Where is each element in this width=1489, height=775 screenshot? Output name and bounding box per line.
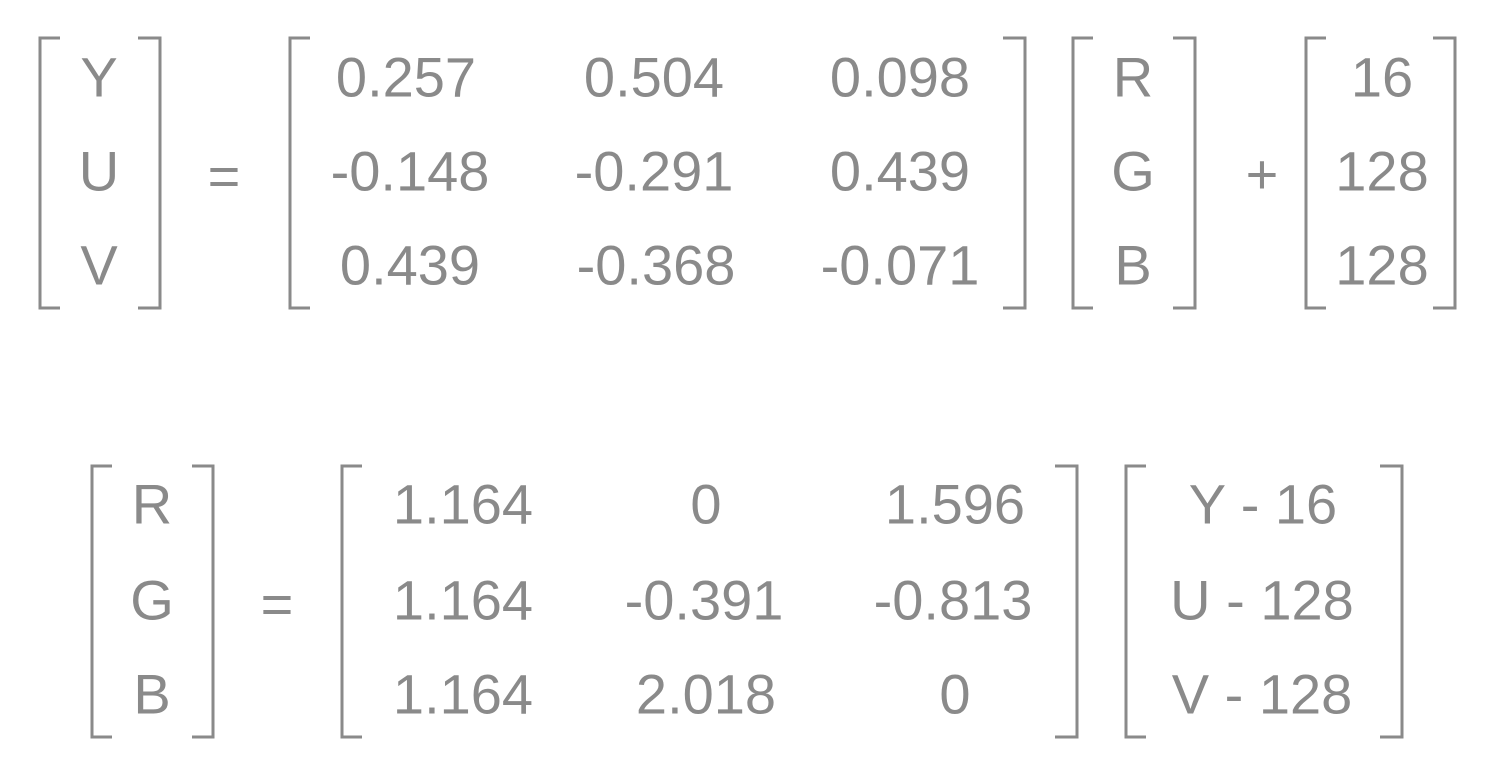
vector-entry: U [79,140,119,203]
left-bracket [1071,36,1093,310]
left-bracket [1124,464,1146,739]
matrix-cell: 0.098 [830,46,970,109]
vector-entry: B [1114,234,1151,297]
left-bracket [288,36,310,310]
vector-entry: V - 128 [1172,663,1353,726]
conversion-matrix: 1.164 0 1.596 1.164 -0.391 -0.813 1.164 … [340,464,1079,739]
equals-sign: = [208,145,241,208]
vector-entry: V [80,234,118,297]
plus-sign: + [1246,143,1279,206]
right-bracket [1173,36,1197,310]
vector-entry: 128 [1335,234,1428,297]
matrix-cell: 2.018 [636,663,776,726]
vector-entry: R [132,473,172,536]
shifted-yuv-vector: Y - 16 U - 128 V - 128 [1124,464,1404,739]
rgb-vector: R G B [1071,36,1197,310]
right-bracket [138,36,162,310]
vector-entry: 128 [1335,140,1428,203]
matrix-cell: 1.164 [393,569,533,632]
right-bracket [1433,36,1457,310]
left-bracket [340,464,362,739]
vector-entry: G [130,569,174,632]
matrix-cell: -0.071 [821,234,980,297]
right-bracket [192,464,215,739]
vector-entry: B [133,663,170,726]
lhs-rgb-vector: R G B [90,464,215,739]
vector-entry: Y - 16 [1189,473,1337,536]
matrix-cell: 0.257 [336,46,476,109]
left-bracket [38,36,60,310]
matrix-cell: -0.291 [575,140,734,203]
left-bracket [90,464,112,739]
matrix-cell: 0.439 [830,140,970,203]
vector-entry: G [1111,140,1155,203]
vector-entry: U - 128 [1170,569,1354,632]
right-bracket [1003,36,1027,310]
lhs-yuv-vector: Y U V [38,36,162,310]
conversion-matrix: 0.257 0.504 0.098 -0.148 -0.291 0.439 0.… [288,36,1027,310]
vector-entry: R [1113,46,1153,109]
matrix-cell: 0 [939,663,970,726]
matrix-cell: 1.164 [393,663,533,726]
equals-sign: = [261,573,294,636]
offset-vector: 16 128 128 [1304,36,1457,310]
matrix-cell: 0.439 [340,234,480,297]
vector-entry: 16 [1351,46,1413,109]
matrix-cell: -0.368 [577,234,736,297]
matrix-cell: 0 [690,473,721,536]
matrix-cell: -0.148 [331,140,490,203]
matrix-cell: 1.596 [885,473,1025,536]
equation-yuv-to-rgb: R G B = 1.164 0 1.596 1.164 -0.391 -0.81… [90,464,1404,739]
matrix-cell: 1.164 [393,473,533,536]
equation-rgb-to-yuv: Y U V = 0.257 0.504 0.098 -0.148 -0.291 … [38,36,1457,310]
matrix-cell: 0.504 [584,46,724,109]
matrix-cell: -0.813 [874,569,1033,632]
right-bracket [1055,464,1079,739]
matrix-cell: -0.391 [625,569,784,632]
left-bracket [1304,36,1326,310]
right-bracket [1380,464,1404,739]
vector-entry: Y [80,46,117,109]
